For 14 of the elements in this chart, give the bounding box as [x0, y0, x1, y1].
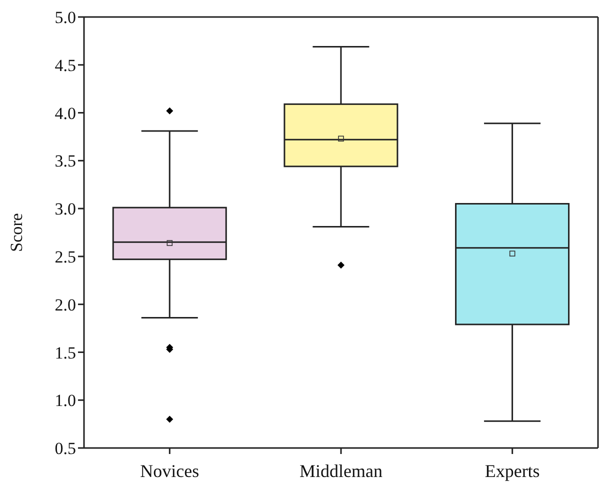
y-tick-label: 0.5	[54, 439, 76, 458]
x-tick-label: Middleman	[300, 460, 382, 481]
y-tick-label: 3.5	[54, 152, 76, 171]
y-axis-title: Score	[7, 213, 26, 252]
y-tick-label: 2.5	[54, 247, 76, 266]
y-tick-label: 4.5	[54, 56, 76, 75]
y-tick-label: 5.0	[54, 8, 76, 28]
y-tick-label: 1.5	[54, 343, 76, 362]
y-tick-label: 2.0	[54, 295, 76, 314]
x-tick-label: Novices	[140, 460, 200, 481]
x-tick-label: Experts	[484, 460, 540, 481]
y-tick-label: 3.0	[54, 200, 76, 219]
y-tick-label: 4.0	[54, 104, 76, 123]
y-tick-label: 1.0	[54, 391, 76, 410]
